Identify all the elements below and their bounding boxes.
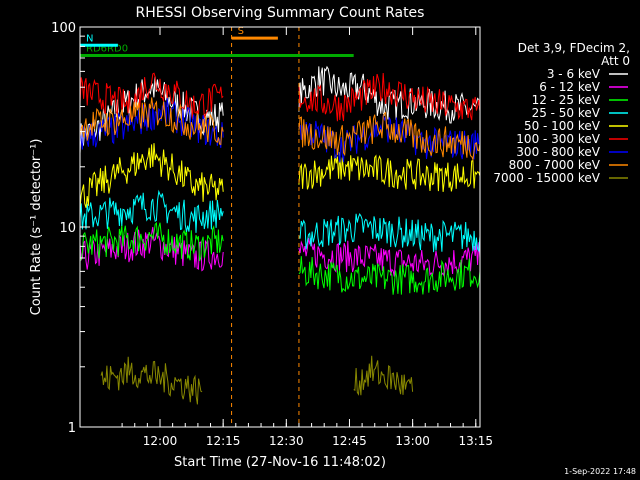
series-line-5-1 bbox=[298, 72, 481, 122]
x-axis-label: Start Time (27-Nov-16 11:48:02) bbox=[174, 455, 386, 470]
y-tick-label-1: 10 bbox=[59, 221, 76, 236]
legend-label-5: 100 - 300 keV bbox=[516, 132, 600, 146]
legend-label-6: 300 - 800 keV bbox=[516, 145, 600, 159]
series-line-3-0 bbox=[79, 189, 224, 233]
axis-ticks: 12:00 12:15 12:30 12:45 13:00 13:15 1 10 100 bbox=[51, 21, 493, 448]
series-line-2-1 bbox=[298, 256, 481, 295]
legend-label-4: 50 - 100 keV bbox=[524, 119, 601, 133]
y-tick-label-0: 1 bbox=[68, 421, 76, 436]
legend-label-8: 7000 - 15000 keV bbox=[493, 171, 600, 185]
y-axis-label: Count Rate (s⁻¹ detector⁻¹) bbox=[29, 139, 44, 316]
series-line-5-0 bbox=[79, 72, 224, 123]
x-tick-label-2: 12:30 bbox=[269, 434, 304, 448]
plot-frame bbox=[79, 26, 481, 428]
series-line-4-0 bbox=[79, 143, 224, 208]
series-line-1-1 bbox=[298, 237, 481, 278]
x-tick-label-0: 12:00 bbox=[143, 434, 178, 448]
x-tick-label-4: 13:00 bbox=[395, 434, 430, 448]
annotation-label-1: RD0 bbox=[107, 44, 128, 55]
legend-header-line-2: Att 0 bbox=[601, 54, 630, 68]
series-line-8-0 bbox=[100, 356, 203, 405]
chart-title: RHESSI Observing Summary Count Rates bbox=[136, 5, 425, 21]
y-tick-label-2: 100 bbox=[51, 21, 76, 36]
annotation-bars: RD6 RD0 N S bbox=[80, 26, 354, 58]
series-line-0-0 bbox=[79, 76, 224, 154]
plot-lines bbox=[79, 27, 481, 427]
annotation-label-3: S bbox=[238, 26, 244, 37]
annotation-label-0: RD6 bbox=[86, 44, 107, 55]
x-tick-label-5: 13:15 bbox=[458, 434, 493, 448]
x-tick-label-1: 12:15 bbox=[206, 434, 241, 448]
series-line-3-1 bbox=[298, 213, 481, 253]
legend-label-2: 12 - 25 keV bbox=[532, 93, 601, 107]
annotation-label-2: N bbox=[86, 33, 93, 44]
series-line-8-1 bbox=[353, 355, 414, 396]
series-line-7-0 bbox=[79, 97, 224, 146]
series-line-2-0 bbox=[79, 221, 224, 262]
x-tick-label-3: 12:45 bbox=[332, 434, 367, 448]
series-line-4-1 bbox=[298, 152, 481, 192]
legend-label-1: 6 - 12 keV bbox=[539, 80, 601, 94]
legend-header-line-1: Det 3,9, FDecim 2, bbox=[518, 41, 630, 55]
series-line-0-1 bbox=[298, 65, 481, 124]
series-line-7-1 bbox=[298, 111, 481, 162]
timestamp: 1-Sep-2022 17:48 bbox=[564, 467, 636, 476]
legend-label-3: 25 - 50 keV bbox=[532, 106, 601, 120]
legend-label-7: 800 - 7000 keV bbox=[509, 158, 601, 172]
legend-label-0: 3 - 6 keV bbox=[547, 67, 601, 81]
